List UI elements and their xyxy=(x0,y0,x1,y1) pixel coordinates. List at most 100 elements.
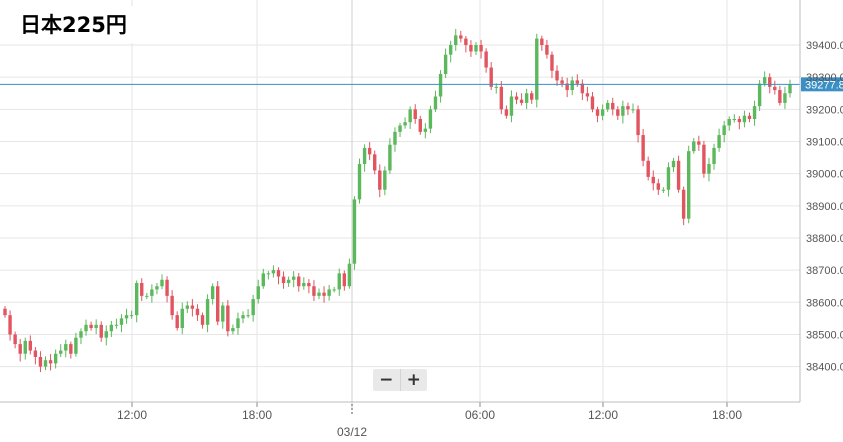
candle-body xyxy=(600,109,605,116)
candle-body xyxy=(676,160,681,190)
candle-body xyxy=(398,125,402,132)
candle-body xyxy=(175,315,179,329)
candle-body xyxy=(33,350,38,357)
candle-body xyxy=(535,38,539,100)
candle-body xyxy=(611,102,615,110)
candle-body xyxy=(616,109,620,116)
candle-body xyxy=(84,324,88,332)
x-tick-label: 18:00 xyxy=(712,408,742,422)
candle-body xyxy=(443,54,448,74)
candle-body xyxy=(13,334,17,345)
candle-body xyxy=(271,270,276,274)
candle-body xyxy=(18,344,22,354)
candle-body xyxy=(555,70,559,81)
candle-body xyxy=(236,318,240,329)
candle-body xyxy=(768,77,772,87)
candle-body xyxy=(727,118,731,126)
candle-body xyxy=(317,292,321,296)
candle-body xyxy=(48,360,53,364)
candle-body xyxy=(408,109,412,123)
candle-body xyxy=(519,99,524,103)
candle-body xyxy=(641,135,645,161)
candle-body xyxy=(509,96,514,116)
candle-body xyxy=(393,131,397,145)
y-tick-label: 38600.0 xyxy=(806,297,843,309)
y-tick-label: 39300.0 xyxy=(806,72,843,84)
candle-body xyxy=(59,350,63,354)
candle-body xyxy=(697,141,701,145)
candle-body xyxy=(302,283,306,287)
candle-body xyxy=(661,189,666,191)
candle-body xyxy=(337,273,341,290)
candle-body xyxy=(459,35,463,39)
candle-body xyxy=(636,109,640,136)
candle-body xyxy=(276,270,281,277)
candle-body xyxy=(210,286,215,300)
zoom-in-button[interactable]: + xyxy=(399,369,428,391)
zoom-out-button[interactable]: − xyxy=(379,370,394,390)
candle-body xyxy=(129,315,134,317)
candle-body xyxy=(180,308,184,329)
candle-body xyxy=(570,80,574,91)
candle-body xyxy=(448,45,453,55)
candle-body xyxy=(134,283,139,316)
candle-body xyxy=(251,299,255,316)
candle-body xyxy=(266,273,271,275)
candle-body xyxy=(367,147,372,155)
candle-body xyxy=(788,84,792,94)
current-price-badge xyxy=(801,77,843,92)
candle-body xyxy=(580,83,585,94)
y-tick-label: 39100.0 xyxy=(806,137,843,149)
candle-body xyxy=(722,125,726,136)
chart-title: 日本225円 xyxy=(10,6,137,43)
candle-body xyxy=(104,331,108,338)
candle-body xyxy=(783,93,787,103)
candle-body xyxy=(418,118,422,132)
candle-body xyxy=(778,90,782,103)
candle-body xyxy=(499,86,504,110)
candle-body xyxy=(312,286,316,296)
y-tick-label: 38700.0 xyxy=(806,265,843,277)
candle-body xyxy=(530,93,534,100)
candle-body xyxy=(454,35,458,46)
candle-body xyxy=(281,276,286,284)
y-tick-label: 38400.0 xyxy=(806,362,843,374)
y-tick-label: 38800.0 xyxy=(806,233,843,245)
current-price-label: 39277.8 xyxy=(805,79,843,91)
date-label: 03/12 xyxy=(337,425,367,439)
candle-body xyxy=(545,45,549,55)
candle-body xyxy=(757,83,762,107)
candle-body xyxy=(89,324,93,329)
candle-body xyxy=(307,283,311,287)
candle-body xyxy=(23,340,27,354)
candle-body xyxy=(747,115,752,119)
candle-body xyxy=(124,315,129,319)
candle-body xyxy=(28,340,33,351)
y-tick-label: 39400.0 xyxy=(806,40,843,52)
candle-body xyxy=(504,109,509,116)
candle-body xyxy=(524,93,529,103)
candle-body xyxy=(762,77,767,84)
candle-body xyxy=(732,118,736,120)
candle-body xyxy=(742,115,747,123)
y-tick-label: 38900.0 xyxy=(806,201,843,213)
candle-body xyxy=(474,45,478,52)
candle-body xyxy=(479,45,483,52)
candle-body xyxy=(666,167,671,190)
candle-body xyxy=(357,164,362,200)
candle-body xyxy=(145,295,149,297)
candle-body xyxy=(256,286,260,300)
candle-body xyxy=(585,93,590,97)
candle-body xyxy=(687,151,691,219)
y-tick-label: 38500.0 xyxy=(806,329,843,341)
candle-body xyxy=(550,54,554,71)
candle-body xyxy=(403,122,407,126)
candle-body xyxy=(195,308,200,316)
candle-body xyxy=(707,164,711,174)
candle-body xyxy=(692,141,696,152)
candle-body xyxy=(494,86,498,88)
candle-body xyxy=(160,279,164,287)
y-tick-label: 39000.0 xyxy=(806,169,843,181)
